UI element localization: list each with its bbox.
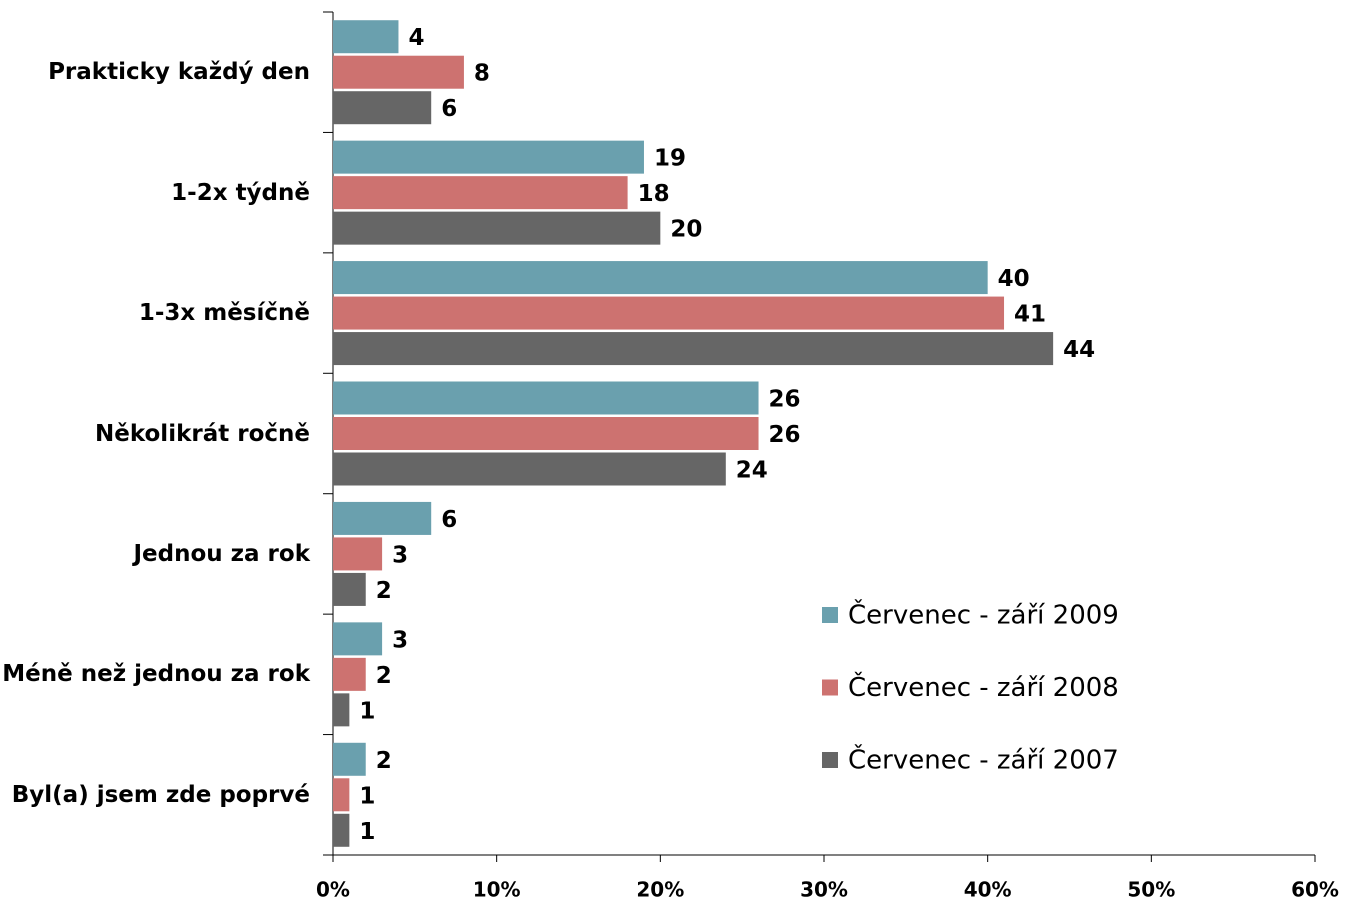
bar	[333, 501, 432, 535]
bar	[333, 537, 383, 571]
legend-swatch	[822, 607, 838, 623]
x-tick-label: 50%	[1127, 878, 1175, 902]
bar	[333, 332, 1054, 366]
category-label: Byl(a) jsem zde poprvé	[11, 781, 310, 808]
value-label: 19	[654, 146, 686, 172]
bar	[333, 91, 432, 125]
value-label: 40	[998, 266, 1030, 292]
x-tick-label: 10%	[473, 878, 521, 902]
x-tick-label: 30%	[800, 878, 848, 902]
category-label: Jednou za rok	[133, 540, 310, 567]
value-label: 18	[638, 181, 670, 207]
bar	[333, 211, 661, 245]
value-label: 4	[408, 25, 424, 51]
bar	[333, 778, 350, 812]
legend-swatch	[822, 679, 838, 696]
bar	[333, 452, 726, 486]
bar	[333, 261, 988, 295]
value-label: 26	[769, 422, 801, 448]
x-tick-label: 0%	[316, 878, 350, 902]
value-label: 24	[736, 458, 768, 484]
bar	[333, 20, 399, 54]
bar	[333, 417, 759, 450]
bar	[333, 813, 350, 847]
bar	[333, 55, 464, 89]
x-tick-label: 40%	[964, 878, 1012, 902]
bar	[333, 140, 644, 174]
bar	[333, 657, 366, 691]
value-label: 2	[376, 663, 392, 689]
bar	[333, 622, 383, 656]
bar	[333, 693, 350, 727]
category-label: Prakticky každý den	[48, 59, 310, 86]
value-label: 26	[769, 387, 801, 413]
bar	[333, 572, 366, 606]
category-label: Několikrát ročně	[94, 420, 310, 447]
value-label: 8	[474, 61, 490, 87]
category-label: Méně než jednou za rok	[2, 661, 310, 688]
legend-label: Červenec - září 2009	[848, 599, 1119, 631]
value-label: 6	[441, 96, 457, 122]
legend-label: Červenec - září 2008	[848, 671, 1119, 703]
x-tick-label: 20%	[636, 878, 684, 902]
bar	[333, 742, 366, 776]
value-label: 41	[1014, 302, 1046, 328]
x-tick-label: 60%	[1291, 878, 1339, 902]
bar	[333, 296, 1005, 330]
value-label: 1	[359, 783, 375, 809]
value-label: 3	[392, 542, 408, 568]
value-label: 20	[670, 217, 702, 243]
legend-swatch	[822, 752, 838, 768]
bar	[333, 381, 759, 415]
legend-label: Červenec - září 2007	[848, 744, 1119, 776]
value-label: 6	[441, 507, 457, 533]
value-label: 1	[359, 698, 375, 724]
value-label: 1	[359, 819, 375, 845]
value-label: 3	[392, 627, 408, 653]
bar	[333, 176, 628, 210]
value-label: 2	[376, 748, 392, 774]
value-label: 44	[1063, 337, 1095, 363]
value-label: 2	[376, 578, 392, 604]
category-label: 1-3x měsíčně	[138, 300, 310, 327]
category-label: 1-2x týdně	[171, 179, 310, 206]
